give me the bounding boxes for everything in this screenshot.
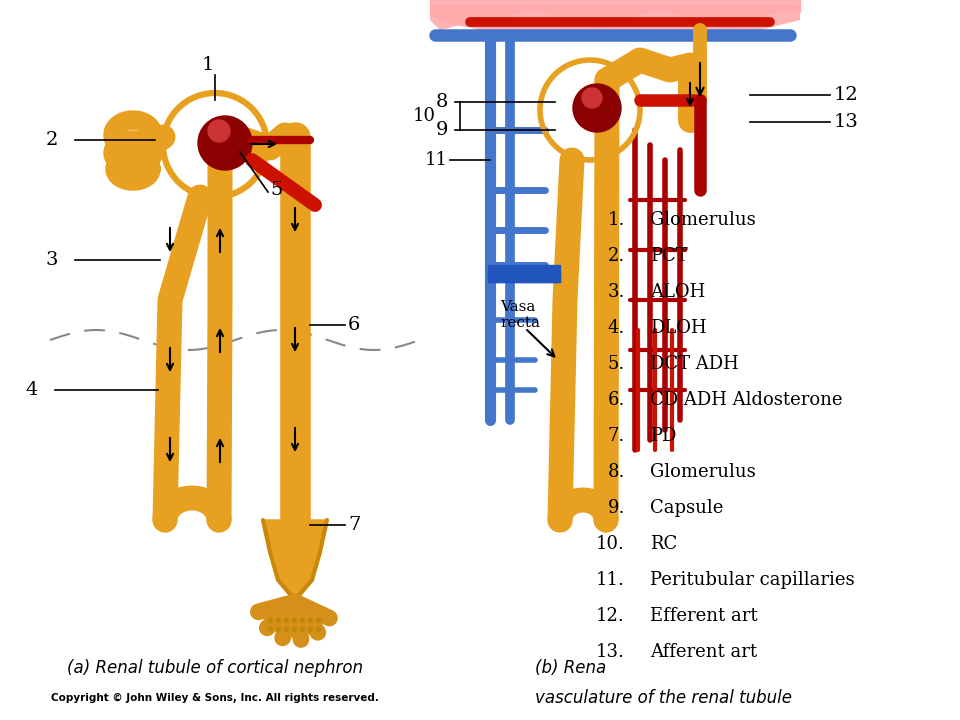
Text: vasculature of the renal tubule: vasculature of the renal tubule [535,689,792,707]
Text: 13: 13 [834,113,859,131]
Text: 4: 4 [26,381,38,399]
Text: 11: 11 [425,151,448,169]
Text: 1: 1 [202,56,214,74]
Text: 10: 10 [413,107,436,125]
Text: 9.: 9. [608,499,625,517]
Text: 7: 7 [348,516,360,534]
Polygon shape [263,520,327,600]
Polygon shape [488,272,560,282]
Circle shape [198,116,252,170]
Text: RC: RC [650,535,677,553]
Text: Glomerulus: Glomerulus [650,211,756,229]
Text: 6.: 6. [608,391,625,409]
Text: 1.: 1. [608,211,625,229]
Text: Capsule: Capsule [650,499,724,517]
Text: DCT ADH: DCT ADH [650,355,739,373]
Text: Vasa
recta: Vasa recta [500,300,540,330]
Circle shape [573,84,621,132]
Text: (b) Rena: (b) Rena [535,659,607,677]
Polygon shape [430,5,800,37]
Text: 8: 8 [436,93,448,111]
Polygon shape [488,265,560,282]
Text: 11.: 11. [596,571,625,589]
Text: Glomerulus: Glomerulus [650,463,756,481]
Text: 7.: 7. [608,427,625,445]
Text: 3: 3 [45,251,58,269]
Text: 2.: 2. [608,247,625,265]
Text: Afferent art: Afferent art [650,643,757,661]
Text: Efferent art: Efferent art [650,607,757,625]
Text: PD: PD [650,427,677,445]
Text: CD ADH Aldosterone: CD ADH Aldosterone [650,391,843,409]
Text: 12: 12 [834,86,859,104]
Text: PCT: PCT [650,247,687,265]
Text: 13.: 13. [596,643,625,661]
Text: 5.: 5. [608,355,625,373]
Text: 6: 6 [348,316,360,334]
Text: 12.: 12. [596,607,625,625]
Text: Peritubular capillaries: Peritubular capillaries [650,571,854,589]
Circle shape [582,88,602,108]
Text: (a) Renal tubule of cortical nephron: (a) Renal tubule of cortical nephron [67,659,363,677]
Text: ALOH: ALOH [650,283,706,301]
Text: 10.: 10. [596,535,625,553]
Text: 8.: 8. [608,463,625,481]
Text: 9: 9 [436,121,448,139]
Text: 3.: 3. [608,283,625,301]
Text: 2: 2 [46,131,58,149]
Text: Copyright © John Wiley & Sons, Inc. All rights reserved.: Copyright © John Wiley & Sons, Inc. All … [51,693,379,703]
Text: 5: 5 [270,181,282,199]
Circle shape [208,120,230,142]
Text: 4.: 4. [608,319,625,337]
Text: DLOH: DLOH [650,319,707,337]
